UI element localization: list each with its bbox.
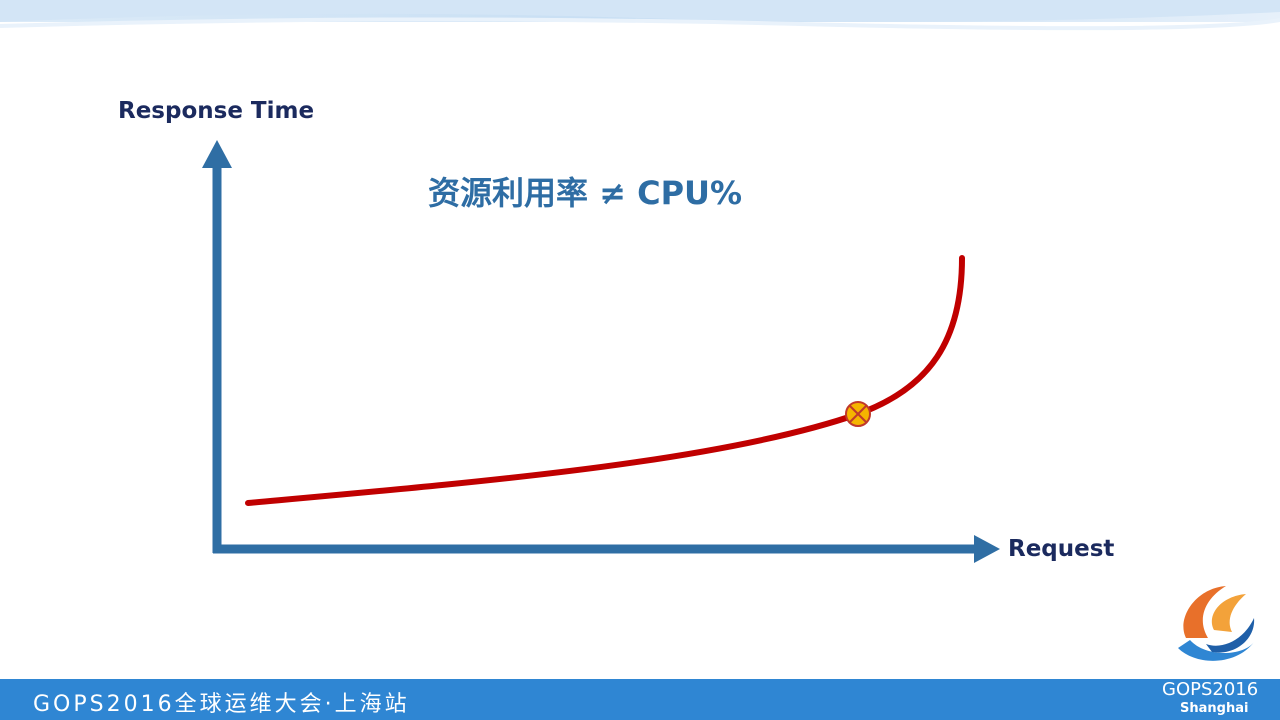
footer-event-text: GOPS2016全球运维大会·上海站 <box>33 692 410 717</box>
x-axis-label: Request <box>1008 536 1115 562</box>
y-axis-label: Response Time <box>118 98 315 124</box>
gops-logo-icon <box>1178 586 1255 661</box>
footer-bar <box>0 679 1280 720</box>
logo-year-text: GOPS2016 <box>1162 679 1259 700</box>
response-time-curve <box>245 255 965 506</box>
logo-city-text: Shanghai <box>1180 701 1249 716</box>
header-wave-band <box>0 0 1280 31</box>
x-axis-arrow-icon <box>974 535 1000 563</box>
slide-headline: 资源利用率 ≠ CPU% <box>428 174 743 212</box>
circled-x-icon <box>845 401 871 427</box>
y-axis-arrow-icon <box>202 140 232 168</box>
